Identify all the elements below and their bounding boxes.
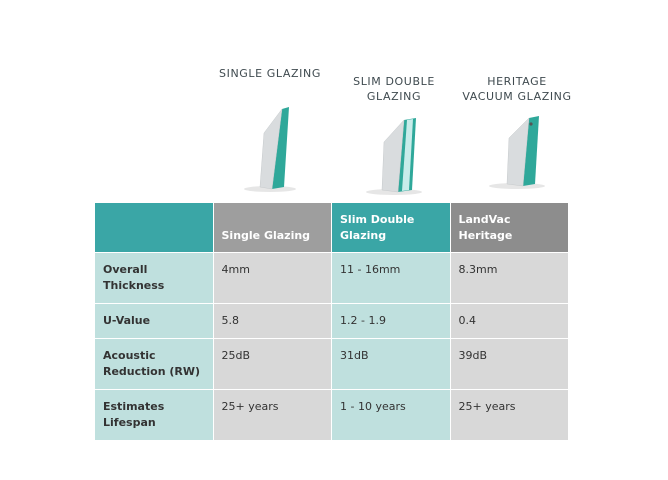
product-heritage-vacuum-glazing: HERITAGE VACUUM GLAZING xyxy=(458,66,576,190)
vacuum-glass-icon xyxy=(489,116,545,189)
double-pane-glass-icon xyxy=(366,118,422,195)
table-cell: 1.2 - 1.9 xyxy=(332,304,451,339)
table-cell: 0.4 xyxy=(450,304,569,339)
header-single-glazing: Single Glazing xyxy=(213,203,332,253)
table-row: Acoustic Reduction (RW) 25dB 31dB 39dB xyxy=(95,339,569,390)
product-title: SINGLE GLAZING xyxy=(219,67,321,80)
table-cell: 25+ years xyxy=(450,390,569,441)
table-cell: 31dB xyxy=(332,339,451,390)
table-cell: 5.8 xyxy=(213,304,332,339)
row-label: U-Value xyxy=(95,304,214,339)
header-corner xyxy=(95,203,214,253)
table-cell: 25+ years xyxy=(213,390,332,441)
row-label: Acoustic Reduction (RW) xyxy=(95,339,214,390)
table-row: Overall Thickness 4mm 11 - 16mm 8.3mm xyxy=(95,253,569,304)
header-landvac-heritage: LandVac Heritage xyxy=(450,203,569,253)
table-cell: 8.3mm xyxy=(450,253,569,304)
product-single-glazing: SINGLE GLAZING xyxy=(211,66,329,193)
table-cell: 11 - 16mm xyxy=(332,253,451,304)
table-cell: 1 - 10 years xyxy=(332,390,451,441)
table-row: Estimates Lifespan 25+ years 1 - 10 year… xyxy=(95,390,569,441)
product-title: SLIM DOUBLE GLAZING xyxy=(353,75,435,103)
header-slim-double-glazing: Slim Double Glazing xyxy=(332,203,451,253)
row-label: Overall Thickness xyxy=(95,253,214,304)
product-title: HERITAGE VACUUM GLAZING xyxy=(462,75,572,103)
table-cell: 39dB xyxy=(450,339,569,390)
table-header-row: Single Glazing Slim Double Glazing LandV… xyxy=(95,203,569,253)
comparison-table: Single Glazing Slim Double Glazing LandV… xyxy=(95,203,569,441)
table-cell: 25dB xyxy=(213,339,332,390)
row-label: Estimates Lifespan xyxy=(95,390,214,441)
product-slim-double-glazing: SLIM DOUBLE GLAZING xyxy=(335,66,453,196)
table-row: U-Value 5.8 1.2 - 1.9 0.4 xyxy=(95,304,569,339)
table-cell: 4mm xyxy=(213,253,332,304)
single-pane-glass-icon xyxy=(244,107,296,192)
